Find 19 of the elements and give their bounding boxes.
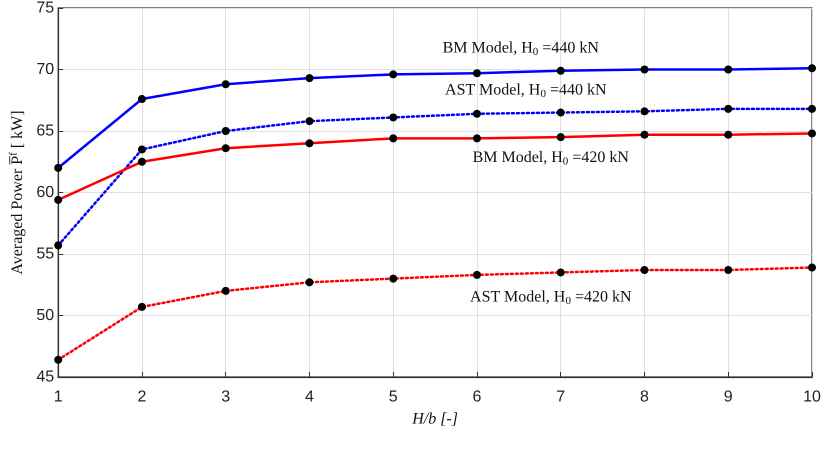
x-tick-label: 4 bbox=[305, 388, 314, 406]
y-axis-title: Averaged Power P̅f [ kW] bbox=[8, 110, 26, 275]
x-axis-title: H/b [-] bbox=[411, 410, 458, 428]
y-tick-label: 55 bbox=[36, 246, 54, 262]
x-tick-label: 6 bbox=[472, 388, 482, 406]
y-tick-label: 75 bbox=[36, 0, 54, 16]
x-tick-label: 9 bbox=[724, 388, 733, 406]
y-tick-label: 70 bbox=[36, 61, 54, 78]
x-tick-label: 10 bbox=[803, 388, 821, 406]
x-tick-label: 7 bbox=[556, 388, 566, 406]
x-tick-label: 5 bbox=[388, 388, 398, 406]
y-tick-label: 60 bbox=[36, 184, 54, 201]
x-tick-label: 8 bbox=[640, 388, 650, 406]
x-tick-label: 1 bbox=[54, 388, 63, 406]
y-tick-label: 50 bbox=[36, 307, 54, 324]
y-tick-label: 65 bbox=[36, 122, 54, 140]
y-tick-label: 45 bbox=[36, 368, 54, 386]
x-tick-label: 3 bbox=[221, 388, 230, 406]
x-tick-label: 2 bbox=[138, 388, 146, 406]
